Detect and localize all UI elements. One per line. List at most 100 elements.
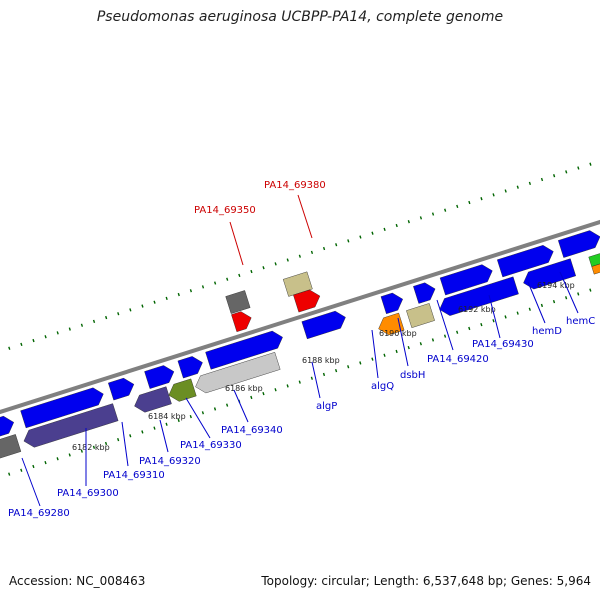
gene-arrow [20,387,104,429]
lower-tick [129,434,132,438]
lower-tick [407,345,410,350]
upper-tick [129,308,132,312]
gene-arrow [0,415,15,437]
lower-tick [225,403,229,407]
label-leader-line [21,457,41,507]
upper-tick [456,204,459,209]
upper-tick [117,312,120,316]
gene-arrow [231,311,252,333]
upper-tick [419,216,423,220]
upper-tick [528,181,532,186]
label-leader-line [527,281,546,324]
genome-stats-text: Topology: circular; Length: 6,537,648 bp… [261,574,591,588]
label-leader-line [159,419,169,453]
upper-tick [68,327,71,331]
gene-arrow [380,292,403,315]
lower-tick [213,407,217,411]
lower-tick [395,349,398,354]
gene-arrow [168,378,197,402]
gene-arrow [108,377,135,401]
scale-label: 6184 kbp [148,412,186,421]
upper-tick [32,338,35,343]
gene-arrow [588,253,600,267]
lower-tick [431,338,435,342]
scale-label: 6188 kbp [302,356,340,365]
label-leader-line [371,329,379,379]
scale-label: 6194 kbp [537,281,575,290]
lower-tick [310,376,313,380]
gene-label: PA14_69330 [180,440,242,451]
lower-tick [104,441,108,446]
lower-tick [528,307,531,311]
gene-arrow [496,245,554,278]
upper-tick [44,335,47,339]
gene-box [0,434,22,459]
lower-tick [443,334,447,338]
upper-tick [504,189,507,193]
upper-tick [298,254,301,258]
upper-tick [262,266,265,270]
gene-label: hemD [532,326,562,337]
upper-tick [322,246,326,251]
gene-label: dsbH [400,370,425,381]
gene-arrow [413,282,436,304]
upper-tick [395,223,398,228]
lower-tick [92,445,96,449]
upper-tick [141,304,144,308]
upper-tick [105,315,108,320]
gene-arrow [591,263,600,275]
gene-arrow [523,258,577,290]
gene-arrow [439,264,493,296]
lower-tick [56,457,59,461]
lower-tick [577,292,580,296]
lower-tick [322,372,326,377]
lower-tick [359,361,362,365]
lower-tick [468,326,471,331]
gene-arrow [23,403,119,448]
lower-tick [298,380,301,384]
gene-label: algP [316,401,337,412]
upper-tick [371,231,374,235]
gene-label: algQ [371,381,394,392]
lower-tick [250,395,253,400]
upper-tick [589,162,592,166]
gene-label: hemC [566,316,595,327]
gene-box [406,303,435,329]
genome-backbone [0,219,600,415]
gene-label: PA14_69340 [221,425,283,436]
lower-tick [141,430,144,434]
upper-tick [383,227,386,232]
upper-tick [468,200,471,205]
label-leader-line [121,421,129,467]
upper-tick [516,185,519,189]
label-leader-line [559,271,579,314]
lower-tick [201,411,205,415]
lower-tick [189,414,192,419]
lower-tick [8,472,11,476]
lower-tick [371,357,374,361]
gene-label: PA14_69310 [103,470,165,481]
upper-tick [189,289,193,293]
lower-tick [480,322,483,327]
lower-tick [456,330,459,334]
lower-tick [383,353,386,357]
genome-title: Pseudomonas aeruginosa UCBPP-PA14, compl… [96,9,504,25]
upper-tick [552,174,556,178]
label-leader-line [185,397,211,439]
lower-tick [504,315,507,319]
gene-arrow [195,352,281,394]
upper-tick [92,319,96,324]
upper-tick [540,177,544,182]
scale-label: 6186 kbp [225,384,263,393]
gene-arrow [558,230,600,258]
gene-box [282,271,313,297]
lower-tick [262,391,265,396]
upper-tick [335,243,338,247]
gene-label: PA14_69420 [427,354,489,365]
gene-arrow [301,310,346,340]
lower-tick [80,449,83,453]
lower-tick [44,460,47,465]
gene-label: PA14_69280 [8,508,70,519]
lower-tick [32,464,35,469]
